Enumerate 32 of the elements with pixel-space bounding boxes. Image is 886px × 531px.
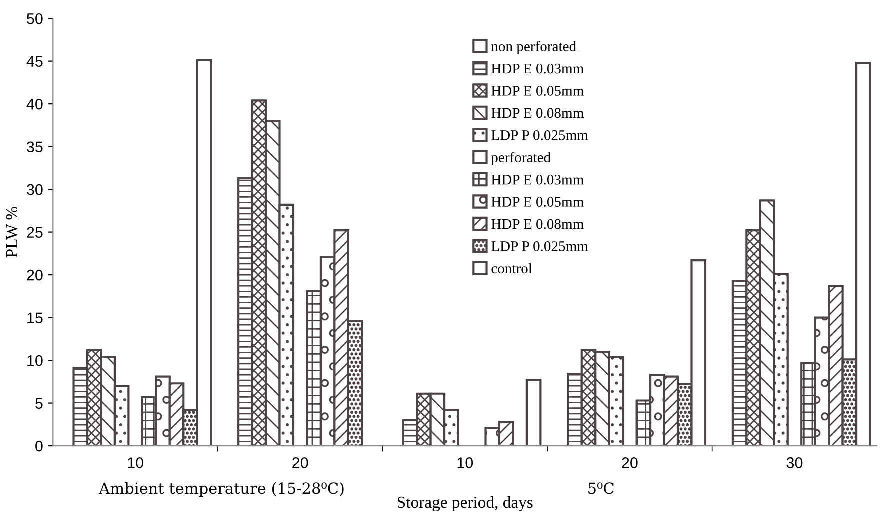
y-tick-label: 10 [28, 355, 43, 366]
y-tick-label: 50 [27, 13, 43, 24]
y-tick-label: 20 [27, 270, 43, 281]
x-tick-label: 20 [622, 458, 638, 468]
legend-label: HDP E 0.08mm [492, 219, 584, 230]
legend-label: LDP P 0.025mm [492, 130, 588, 140]
x-tick-label: 10 [458, 458, 474, 468]
legend-label: HDP E 0.05mm [492, 197, 584, 208]
legend-label: HDP E 0.08mm [492, 108, 584, 118]
y-tick-label: 40 [26, 98, 43, 110]
y-axis-title: PLW % [6, 207, 18, 258]
x-tick-label: 20 [292, 458, 308, 468]
y-tick-label: 25 [27, 227, 43, 238]
y-tick-label: 30 [27, 184, 43, 196]
legend-label: HDP E 0.03mm [492, 64, 584, 74]
y-tick-label: 35 [27, 142, 43, 153]
x-tick-label: 30 [786, 458, 803, 468]
legend-label: LDP P 0.025mm [492, 242, 588, 252]
legend-label: non perforated [491, 41, 576, 54]
bar [526, 379, 542, 446]
x-axis-title: Storage period, days [398, 496, 533, 512]
x-tick-label: 10 [128, 458, 144, 468]
legend-label: perforated [491, 152, 551, 166]
y-tick-label: 15 [28, 312, 43, 324]
legend-label: HDP E 0.05mm [492, 86, 584, 96]
y-tick-label: 5 [36, 398, 43, 409]
y-tick-label: 45 [26, 56, 43, 68]
text: Ambient temperature (15-28⁰C) [99, 482, 344, 498]
legend-label: control [492, 263, 532, 274]
text: 5⁰C [588, 482, 614, 494]
y-tick-label: 0 [36, 440, 43, 452]
legend-label: HDP E 0.03mm [492, 174, 584, 185]
